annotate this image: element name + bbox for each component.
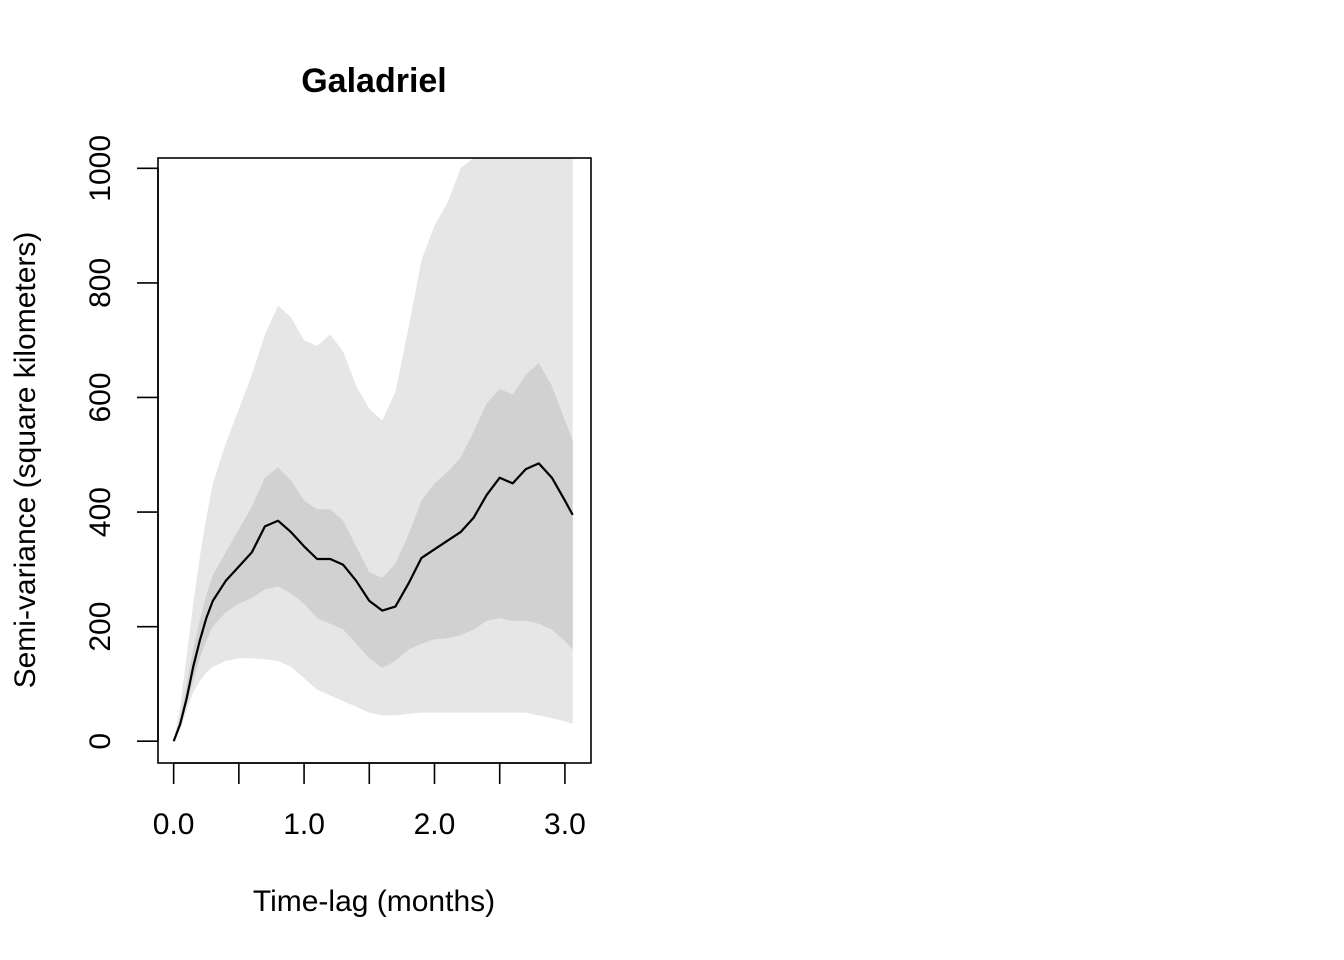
ci-50-band xyxy=(173,363,573,742)
y-tick-label: 600 xyxy=(84,372,117,422)
x-tick-label: 1.0 xyxy=(283,808,325,841)
chart-title: Galadriel xyxy=(301,62,447,100)
x-tick-label: 0.0 xyxy=(153,808,195,841)
x-axis: 0.0 1.0 2.0 3.0 xyxy=(153,762,586,841)
x-tick-label: 2.0 xyxy=(414,808,456,841)
y-axis-label: Semi-variance (square kilometers) xyxy=(9,232,42,689)
semivariance-line xyxy=(172,462,574,742)
x-axis-label: Time-lag (months) xyxy=(253,885,495,918)
y-tick-label: 400 xyxy=(84,487,117,537)
y-tick-label: 0 xyxy=(84,733,117,750)
confidence-bands xyxy=(173,158,573,742)
y-tick-label: 1000 xyxy=(84,135,117,202)
y-axis: 0 200 400 600 800 1000 xyxy=(84,135,159,750)
y-tick-label: 200 xyxy=(84,602,117,652)
x-tick-label: 3.0 xyxy=(544,808,586,841)
y-tick-label: 800 xyxy=(84,258,117,308)
